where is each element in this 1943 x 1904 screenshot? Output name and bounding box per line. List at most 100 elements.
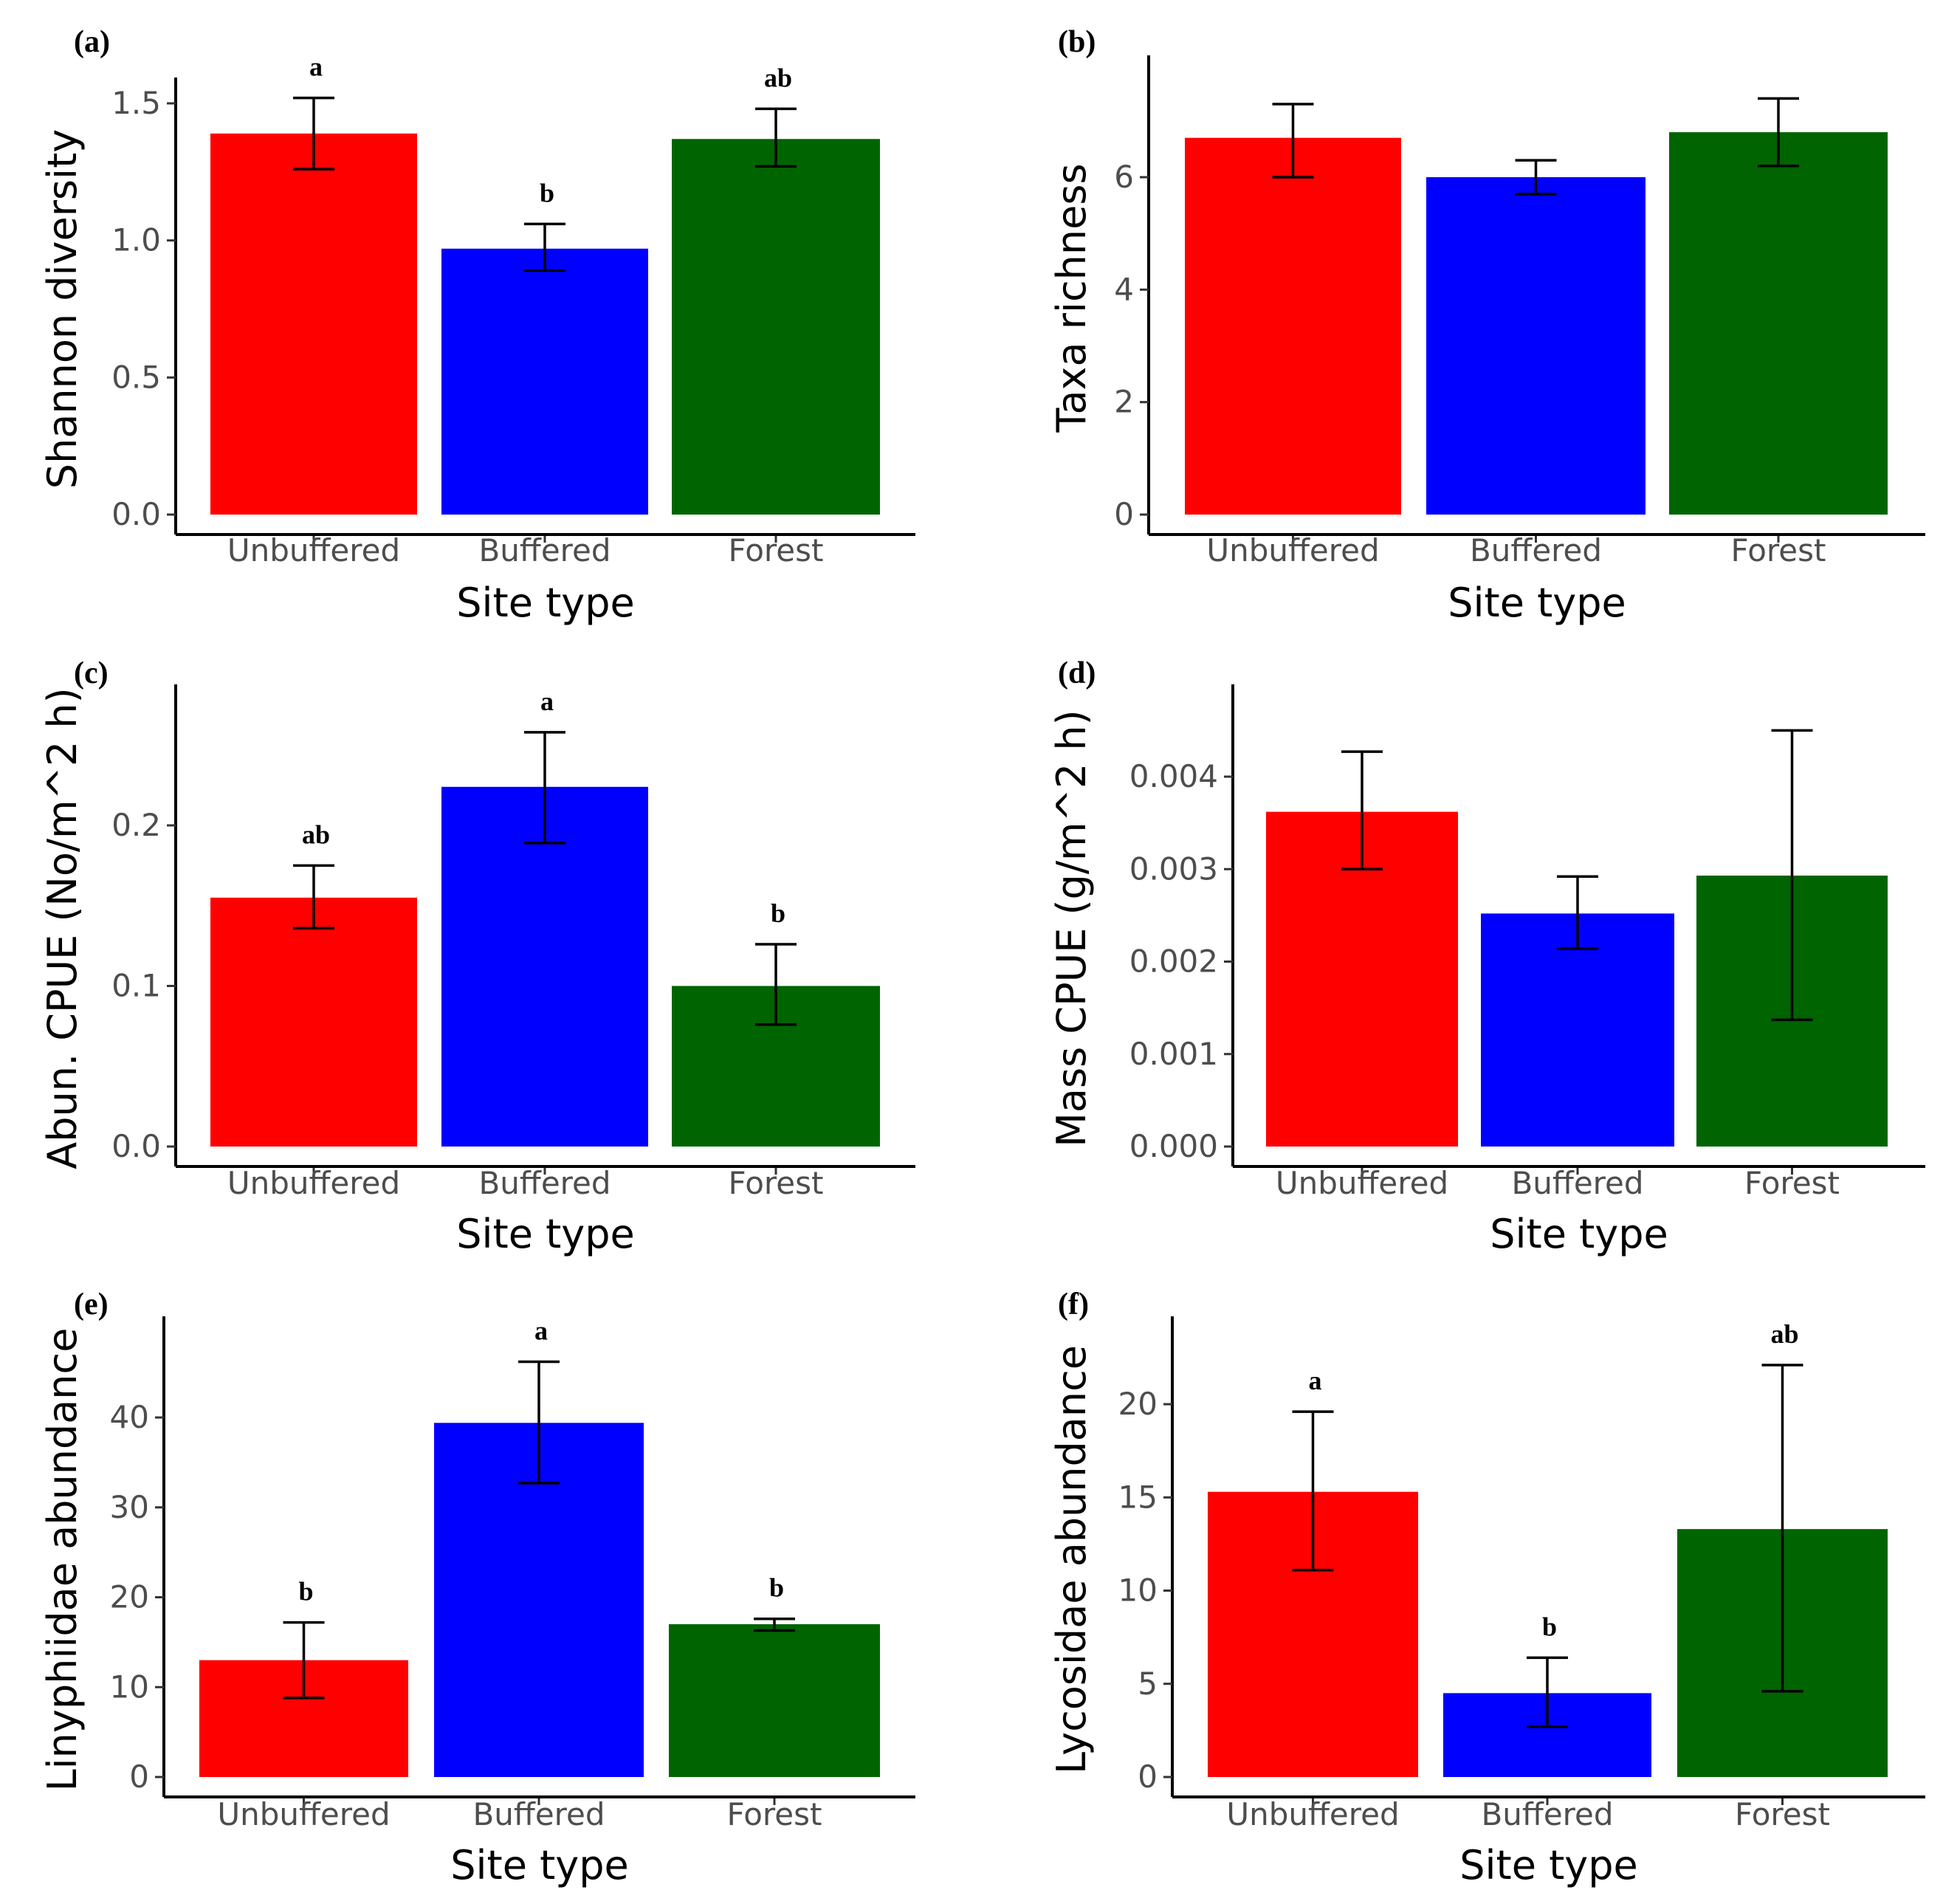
y-tick-label: 0 [1138,1759,1158,1795]
panel-label: (c) [74,656,109,690]
bar-forest [669,1624,880,1777]
error-bar-unbuffered [1272,103,1314,179]
y-tick-label: 20 [110,1579,149,1615]
y-tick-label: 0 [129,1759,149,1795]
y-tick-label: 0.004 [1129,758,1218,794]
error-bar-unbuffered [1292,1410,1334,1572]
x-tick-label: Unbuffered [217,1796,390,1832]
error-bar-forest [1771,729,1813,1022]
x-tick-label: Unbuffered [1206,532,1379,568]
panel-label: (b) [1058,25,1096,59]
error-bar-forest [1758,97,1799,168]
y-axis-title: Abun. CPUE (No/m^2 h) [39,687,86,1169]
x-tick-label: Buffered [1470,532,1602,568]
significance-letter: a [540,687,554,716]
y-tick-label: 40 [110,1399,149,1435]
panel-f: (f) a Unbuffered b Buffered ab Forest 0 5 10 15 20 S… [1048,1288,1925,1888]
significance-letter: b [769,1573,784,1603]
x-tick-label: Unbuffered [1226,1796,1399,1832]
x-tick-label: Forest [729,532,824,568]
x-axis-title: Site type [456,580,634,626]
panel-label: (e) [74,1288,109,1322]
y-axis-title: Shannon diversity [39,129,86,489]
panel-e: (e) b Unbuffered a Buffered b Forest 0 10 20 30 40 S… [39,1288,915,1888]
error-bar-unbuffered [283,1621,325,1699]
y-axis-title: Linyphiidae abundance [39,1328,86,1792]
error-bar-buffered [1557,875,1598,950]
x-tick-label: Buffered [1511,1165,1643,1201]
error-bar-buffered [1527,1656,1568,1728]
error-bar-unbuffered [293,864,334,929]
error-bar-forest [754,1617,795,1632]
bar-buffered [441,786,648,1147]
x-tick-label: Buffered [1481,1796,1613,1832]
y-tick-label: 4 [1114,271,1134,307]
y-tick-label: 0.0 [111,496,161,532]
panel-label: (d) [1058,656,1096,690]
x-axis-title: Site type [456,1211,634,1257]
y-tick-label: 0.002 [1129,944,1218,980]
y-tick-label: 2 [1114,384,1134,420]
panel-b: (b) Unbuffered Buffered Forest 0 2 4 6 Site type… [1048,25,1925,626]
x-tick-label: Unbuffered [227,532,400,568]
significance-letter: a [309,52,323,82]
error-bar-forest [755,943,797,1026]
y-tick-label: 30 [110,1489,149,1525]
y-tick-label: 1.5 [111,85,161,121]
x-tick-label: Forest [729,1165,824,1201]
x-tick-label: Forest [1735,1796,1830,1832]
error-bar-buffered [1515,159,1557,196]
y-tick-label: 0.003 [1129,850,1218,887]
significance-letter: b [298,1577,313,1606]
bar-buffered [441,248,648,515]
error-bar-unbuffered [293,96,334,171]
y-tick-label: 6 [1114,159,1134,195]
bar-forest [672,139,880,515]
y-tick-label: 5 [1138,1666,1158,1702]
x-tick-label: Buffered [478,1165,611,1201]
y-tick-label: 0 [1114,496,1134,532]
y-tick-label: 0.5 [111,359,161,395]
error-bar-unbuffered [1341,750,1383,870]
y-tick-label: 0.0 [111,1128,161,1164]
y-axis-title: Mass CPUE (g/m^2 h) [1048,709,1095,1147]
significance-letter: ab [764,63,792,92]
panel-a: (a) a Unbuffered b Buffered ab Forest 0.0 0.5 1.0… [39,25,915,626]
x-axis-title: Site type [450,1842,628,1888]
y-tick-label: 0.001 [1129,1036,1218,1072]
x-tick-label: Forest [1731,532,1826,568]
y-tick-label: 20 [1118,1386,1158,1422]
y-tick-label: 0.2 [111,807,161,843]
significance-letter: ab [302,819,330,849]
panel-c: (c) ab Unbuffered a Buffered b Forest 0.0 0.1 0.2… [39,656,915,1257]
error-bar-buffered [518,1360,560,1485]
significance-letter: ab [1770,1319,1798,1349]
x-axis-title: Site type [1448,580,1626,626]
panel-label: (a) [74,25,110,59]
y-tick-label: 10 [110,1668,149,1705]
significance-letter: a [1309,1366,1322,1395]
bar-forest [1669,132,1888,515]
significance-letter: b [771,898,785,928]
panel-label: (f) [1058,1288,1089,1322]
x-axis-title: Site type [1459,1842,1637,1888]
y-tick-label: 0.1 [111,968,161,1004]
x-tick-label: Buffered [472,1796,605,1832]
y-tick-label: 15 [1118,1479,1158,1515]
y-axis-title: Taxa richness [1048,163,1095,433]
significance-letter: b [1542,1612,1557,1641]
x-tick-label: Forest [727,1796,822,1832]
y-axis-title: Lycosidae abundance [1048,1345,1095,1774]
panel-d: (d) Unbuffered Buffered Forest 0.000 0.001 0.0… [1048,656,1925,1257]
x-tick-label: Buffered [478,532,611,568]
significance-letter: a [534,1316,548,1346]
bar-unbuffered [1185,137,1401,515]
x-tick-label: Forest [1744,1165,1840,1201]
bar-unbuffered [210,897,417,1147]
significance-letter: b [540,178,554,207]
y-tick-label: 0.000 [1129,1128,1218,1164]
error-bar-buffered [524,731,565,845]
y-tick-label: 1.0 [111,222,161,258]
error-bar-forest [755,107,797,168]
